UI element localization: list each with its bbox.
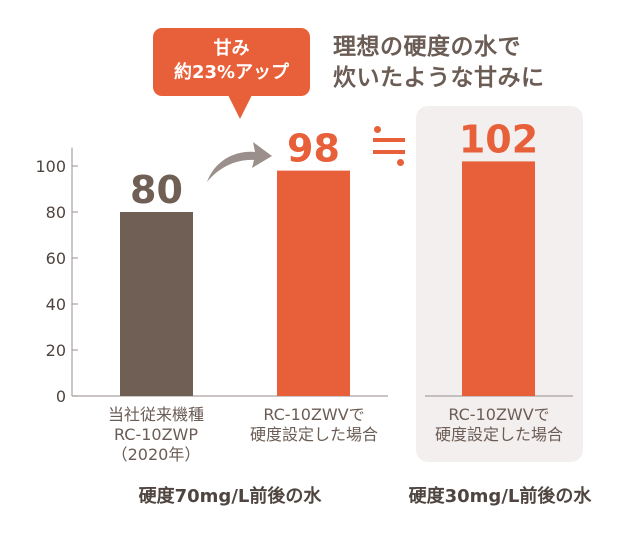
callout-line-2: 約23%アップ [173,62,290,83]
x-label-bar-3: RC-10ZWVで 硬度設定した場合 [419,405,579,445]
headline-line-2: 炊いたような甘みに [333,65,545,91]
headline: 理想の硬度の水で 炊いたような甘みに [333,32,545,94]
y-tick-label: 60 [46,249,66,268]
y-tick-label: 40 [46,295,66,314]
y-tick-label: 0 [56,387,66,406]
x-label-bar-2: RC-10ZWVで 硬度設定した場合 [234,405,394,445]
callout-line-1: 甘み [213,38,250,59]
x-label-line: RC-10ZWP [113,425,199,444]
x-label-line: RC-10ZWVで [448,405,550,424]
x-label-line: （2020年） [111,445,201,464]
x-label-line: 硬度設定した場合 [434,425,563,444]
bar [277,170,350,396]
y-tick-label: 100 [35,157,66,176]
callout-bubble: 甘み 約23%アップ [153,28,310,119]
bar [462,161,535,396]
approx-equal-icon [370,126,408,166]
group-label-70: 硬度70mg/L前後の水 [138,486,322,507]
y-tick-label: 80 [46,203,66,222]
headline-line-1: 理想の硬度の水で [333,34,521,60]
x-label-line: RC-10ZWVで [263,405,365,424]
y-tick-label: 20 [46,341,66,360]
bar-value-label: 98 [287,127,340,171]
group-label-30: 硬度30mg/L前後の水 [408,486,592,507]
x-label-line: 硬度設定した場合 [249,425,378,444]
bar-value-label: 80 [130,168,183,212]
curved-arrow-icon [207,142,272,182]
bar-value-label: 102 [459,117,538,161]
x-label-line: 当社従来機種 [107,405,204,424]
x-label-bar-1: 当社従来機種 RC-10ZWP （2020年） [86,405,226,465]
bar [120,212,193,396]
